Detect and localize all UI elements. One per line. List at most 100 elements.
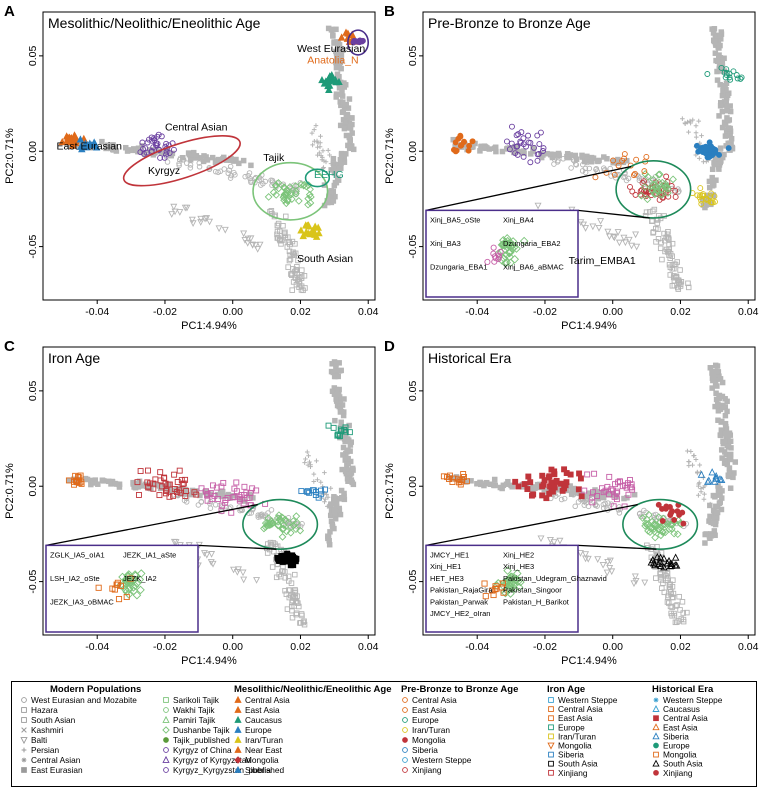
x-tick-label: -0.02 xyxy=(153,306,177,318)
ancient-point xyxy=(183,488,190,495)
modern-point xyxy=(217,168,224,175)
ancient-point xyxy=(610,157,617,164)
modern-point xyxy=(666,600,672,606)
modern-point xyxy=(725,435,731,442)
ancient-point xyxy=(455,475,462,482)
modern-point xyxy=(327,152,332,158)
x-tick-label: -0.02 xyxy=(533,306,557,318)
modern-point xyxy=(719,488,725,494)
legend-symbol xyxy=(163,747,169,753)
y-tick-label: -0.05 xyxy=(27,234,39,258)
ancient-point xyxy=(233,479,240,486)
ancient-point xyxy=(290,562,297,569)
modern-point xyxy=(569,486,575,493)
inset-point xyxy=(497,240,507,250)
modern-point xyxy=(341,490,347,497)
modern-point xyxy=(304,449,310,455)
modern-point xyxy=(336,85,343,91)
y-tick-label: 0.05 xyxy=(27,45,39,66)
legend-symbol xyxy=(21,747,27,753)
legend-item: East Asia xyxy=(558,713,593,723)
x-tick-label: 0.02 xyxy=(290,306,311,318)
legend-symbol xyxy=(652,723,660,731)
ancient-point xyxy=(278,532,287,541)
modern-point xyxy=(338,65,344,72)
modern-point xyxy=(696,118,702,124)
modern-point xyxy=(286,257,293,264)
modern-point xyxy=(665,229,671,235)
ancient-point xyxy=(650,520,658,529)
modern-point xyxy=(653,575,659,581)
modern-point xyxy=(680,116,685,122)
ancient-point xyxy=(540,148,546,154)
plot-area xyxy=(58,25,370,294)
modern-point xyxy=(716,32,723,39)
modern-point xyxy=(227,175,234,181)
x-tick-label: 0.00 xyxy=(602,306,623,318)
ancient-point xyxy=(581,487,588,494)
modern-point xyxy=(686,129,691,135)
inset-point xyxy=(507,583,516,593)
panel-letter: B xyxy=(384,3,395,20)
modern-point xyxy=(728,135,735,142)
modern-point xyxy=(499,148,506,155)
modern-point xyxy=(670,594,676,601)
modern-point xyxy=(99,138,105,145)
ancient-point xyxy=(576,470,583,477)
modern-point xyxy=(696,492,701,498)
ancient-point xyxy=(296,526,305,535)
modern-point xyxy=(497,484,504,491)
modern-point xyxy=(233,569,241,576)
ancient-point xyxy=(734,75,741,82)
modern-point xyxy=(252,179,258,186)
ancient-point xyxy=(663,182,671,191)
legend-symbol xyxy=(163,697,169,703)
ancient-point xyxy=(325,77,333,85)
modern-point xyxy=(287,252,293,258)
ancient-point xyxy=(632,170,638,177)
legend-symbol xyxy=(548,760,554,767)
modern-point xyxy=(580,161,586,168)
modern-point xyxy=(215,225,223,233)
ancient-point xyxy=(606,491,612,498)
modern-point xyxy=(333,367,340,374)
ancient-point xyxy=(155,131,162,138)
x-axis-label: PC1:4.94% xyxy=(561,655,617,667)
legend-symbol xyxy=(402,767,408,773)
inset-point xyxy=(519,236,529,246)
ancient-point xyxy=(698,146,705,153)
ancient-point xyxy=(517,138,524,145)
ancient-point xyxy=(219,502,226,509)
ancient-point xyxy=(286,523,295,532)
ancient-point xyxy=(449,479,456,485)
legend-item: Mongolia xyxy=(412,735,446,745)
modern-point xyxy=(248,162,254,169)
modern-point xyxy=(346,96,353,102)
ancient-point xyxy=(592,174,599,181)
modern-point xyxy=(491,477,498,483)
modern-point xyxy=(663,234,669,241)
modern-point xyxy=(289,607,295,614)
ancient-point xyxy=(156,492,163,499)
modern-point xyxy=(663,577,669,584)
modern-point xyxy=(254,246,262,253)
modern-point xyxy=(560,156,567,162)
modern-point xyxy=(292,590,299,596)
modern-point xyxy=(719,57,726,64)
x-tick-label: 0.04 xyxy=(358,641,379,653)
ancient-point xyxy=(521,481,528,488)
modern-point xyxy=(595,225,603,232)
modern-point xyxy=(333,396,339,402)
ancient-point xyxy=(457,142,464,149)
modern-point xyxy=(90,480,97,486)
ancient-point xyxy=(525,132,532,139)
legend-title: Mesolithic/Neolithic/Eneolithic Age xyxy=(234,684,391,695)
ancient-point xyxy=(220,479,227,486)
modern-point xyxy=(558,496,565,503)
modern-point xyxy=(682,120,688,126)
modern-point xyxy=(726,430,733,436)
panel-title: Mesolithic/Neolithic/Eneolithic Age xyxy=(48,15,261,31)
annotation: Tajik xyxy=(263,152,285,164)
modern-point xyxy=(714,383,720,389)
modern-point xyxy=(168,211,176,218)
